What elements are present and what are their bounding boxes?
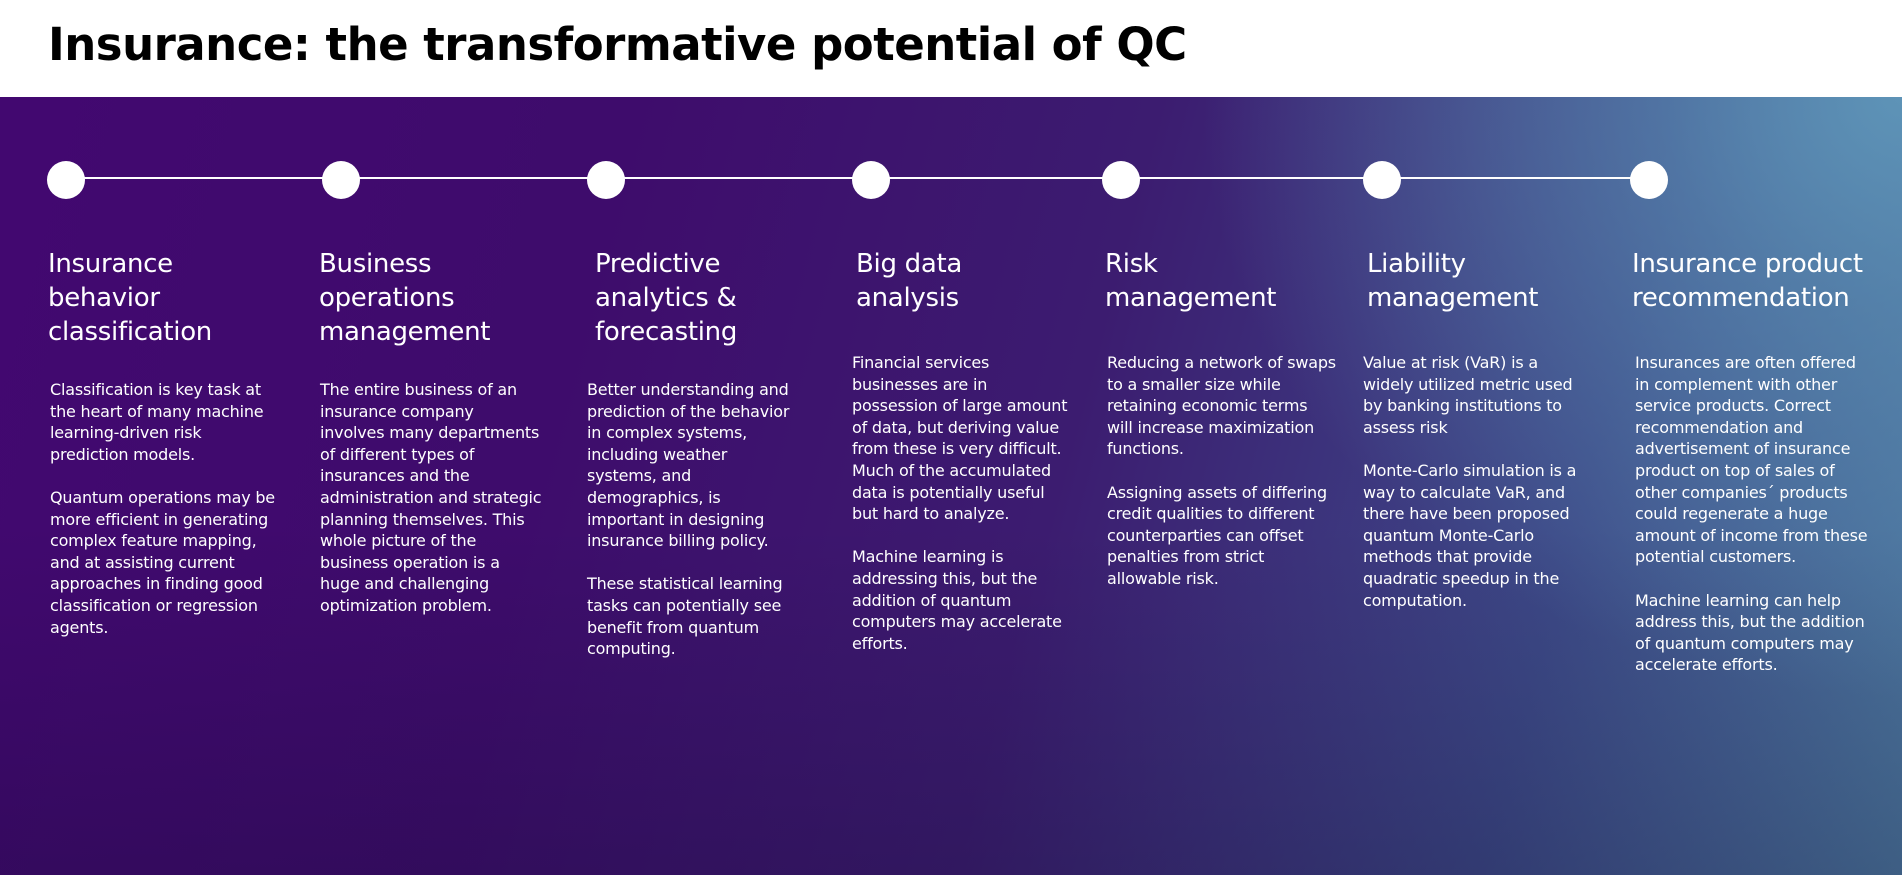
timeline-node-insurance-behavior — [47, 161, 85, 199]
column-body-business-operations: The entire business of an insurance comp… — [320, 379, 542, 617]
timeline-node-predictive-analytics — [587, 161, 625, 199]
column-body-risk-management: Reducing a network of swaps to a smaller… — [1107, 352, 1337, 590]
column-body-liability-management: Value at risk (VaR) is a widely utilized… — [1363, 352, 1585, 611]
column-paragraph: Monte-Carlo simulation is a way to calcu… — [1363, 460, 1577, 610]
column-body-product-recommendation: Insurances are often offered in compleme… — [1635, 352, 1871, 676]
column-paragraph: Insurances are often offered in compleme… — [1635, 353, 1868, 567]
column-title-big-data: Big data analysis — [856, 249, 962, 313]
column-paragraph: Financial services businesses are in pos… — [852, 353, 1068, 524]
column-paragraph: Quantum operations may be more efficient… — [50, 487, 275, 637]
column-title-product-recommendation: Insurance product recommendation — [1632, 249, 1863, 313]
column-paragraph: Assigning assets of differing credit qua… — [1107, 482, 1327, 588]
diagram-panel: Insurance behavior classification Classi… — [0, 97, 1902, 875]
column-body-predictive-analytics: Better understanding and prediction of t… — [587, 379, 799, 660]
column-title-risk-management: Risk management — [1105, 249, 1277, 313]
header: Insurance: the transformative potential … — [0, 0, 1902, 97]
column-body-big-data: Financial services businesses are in pos… — [852, 352, 1070, 654]
column-title-business-operations: Business operations management — [319, 249, 491, 347]
column-paragraph: Classification is key task at the heart … — [50, 380, 264, 464]
timeline-node-risk-management — [1102, 161, 1140, 199]
column-paragraph: These statistical learning tasks can pot… — [587, 574, 783, 659]
page-title: Insurance: the transformative potential … — [48, 18, 1187, 71]
timeline-node-liability-management — [1363, 161, 1401, 199]
column-paragraph: Machine learning is addressing this, but… — [852, 547, 1062, 653]
timeline-node-big-data — [852, 161, 890, 199]
column-title-liability-management: Liability management — [1367, 249, 1539, 313]
column-body-insurance-behavior: Classification is key task at the heart … — [50, 379, 275, 638]
column-paragraph: Machine learning can help address this, … — [1635, 590, 1865, 675]
column-paragraph: The entire business of an insurance comp… — [320, 380, 542, 615]
timeline-node-product-recommendation — [1630, 161, 1668, 199]
column-paragraph: Reducing a network of swaps to a smaller… — [1107, 353, 1336, 459]
timeline-node-business-operations — [322, 161, 360, 199]
column-paragraph: Better understanding and prediction of t… — [587, 380, 790, 551]
column-paragraph: Value at risk (VaR) is a widely utilized… — [1363, 353, 1573, 437]
column-title-insurance-behavior: Insurance behavior classification — [48, 249, 212, 347]
column-title-predictive-analytics: Predictive analytics & forecasting — [595, 249, 738, 347]
